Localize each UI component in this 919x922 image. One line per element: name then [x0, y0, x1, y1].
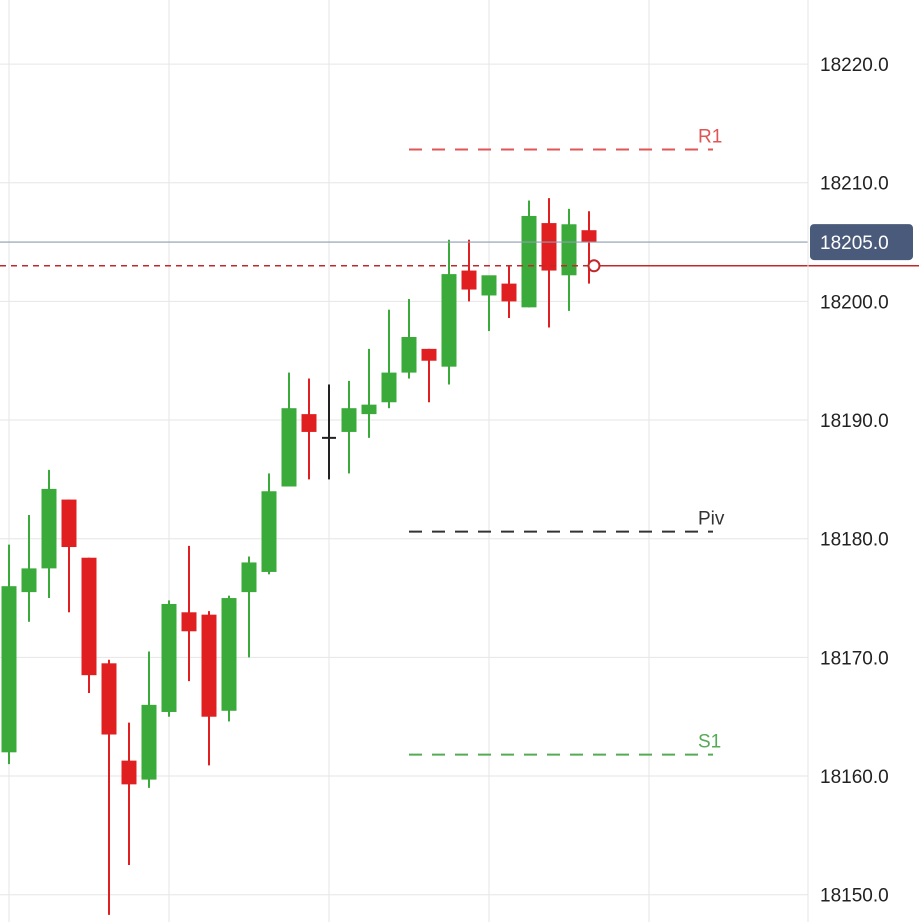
y-tick-label: 18210.0: [820, 174, 889, 195]
candle[interactable]: [21, 514, 37, 622]
candle-body: [561, 224, 577, 276]
candle-body: [241, 562, 257, 593]
candle-body: [281, 408, 297, 487]
candle-body: [101, 663, 117, 735]
candle-body: [161, 603, 177, 712]
candles[interactable]: [1, 198, 597, 915]
y-tick-label: 18150.0: [820, 886, 889, 907]
y-tick-label: 18190.0: [820, 411, 889, 432]
candle[interactable]: [141, 651, 157, 788]
candle-body: [261, 491, 277, 572]
candle-body: [181, 612, 197, 632]
grid-lines: [0, 0, 808, 922]
candle-body: [81, 557, 97, 676]
candle[interactable]: [401, 299, 417, 379]
candle[interactable]: [381, 309, 397, 409]
price-overlays: 18205.0: [0, 224, 919, 273]
candle-body: [521, 215, 537, 308]
candle[interactable]: [161, 600, 177, 717]
candle-body: [341, 408, 357, 432]
candle[interactable]: [41, 469, 57, 599]
candle[interactable]: [541, 198, 557, 328]
candle[interactable]: [181, 545, 197, 682]
candle[interactable]: [581, 211, 597, 284]
candle-body: [21, 568, 37, 593]
candle[interactable]: [121, 722, 137, 866]
candle-body: [441, 274, 457, 367]
y-axis: 18150.0 18160.0 18170.0 18180.0 18190.0 18200…: [807, 0, 889, 922]
candle-body: [541, 223, 557, 271]
y-tick-label: 18160.0: [820, 767, 889, 788]
pivot-levels: R1 Piv S1: [409, 127, 725, 756]
candle[interactable]: [361, 348, 377, 438]
candle-body: [301, 414, 317, 432]
level-label-piv: Piv: [698, 509, 725, 530]
candle-body: [481, 275, 497, 296]
y-tick-label: 18180.0: [820, 530, 889, 551]
candle[interactable]: [501, 265, 517, 319]
candle[interactable]: [341, 380, 357, 474]
candle-body: [141, 704, 157, 780]
candle-body: [221, 598, 237, 711]
candle-body: [1, 586, 17, 753]
level-label-s1: S1: [698, 732, 721, 753]
candle-body: [381, 372, 397, 403]
candle-body: [201, 614, 217, 717]
candle[interactable]: [561, 208, 577, 311]
y-tick-label: 18170.0: [820, 648, 889, 669]
candle-body: [461, 270, 477, 290]
y-tick-label: 18220.0: [820, 55, 889, 76]
candle-body: [361, 404, 377, 415]
candle-body: [61, 499, 77, 548]
candle[interactable]: [461, 239, 477, 302]
candle[interactable]: [481, 275, 497, 332]
candle[interactable]: [81, 557, 97, 693]
candle[interactable]: [521, 200, 537, 308]
candle[interactable]: [101, 659, 117, 915]
last-price-label: 18205.0: [820, 233, 889, 254]
candle[interactable]: [281, 372, 297, 487]
candle-body: [121, 760, 137, 785]
candle[interactable]: [421, 348, 437, 403]
candle[interactable]: [441, 239, 457, 385]
candle[interactable]: [201, 611, 217, 766]
candle-body: [501, 283, 517, 302]
last-price-tag: [810, 224, 913, 261]
candle[interactable]: [1, 544, 17, 765]
level-label-r1: R1: [698, 127, 722, 148]
candle-body: [581, 230, 597, 243]
candle[interactable]: [241, 556, 257, 658]
y-tick-label: 18200.0: [820, 292, 889, 313]
candle[interactable]: [322, 384, 336, 480]
candle[interactable]: [221, 595, 237, 722]
candle-body: [421, 348, 437, 361]
candle[interactable]: [261, 473, 277, 575]
candle[interactable]: [301, 378, 317, 480]
order-level-marker[interactable]: [587, 259, 601, 273]
candle-body: [401, 336, 417, 373]
candle-body: [41, 488, 57, 569]
candle[interactable]: [61, 499, 77, 613]
